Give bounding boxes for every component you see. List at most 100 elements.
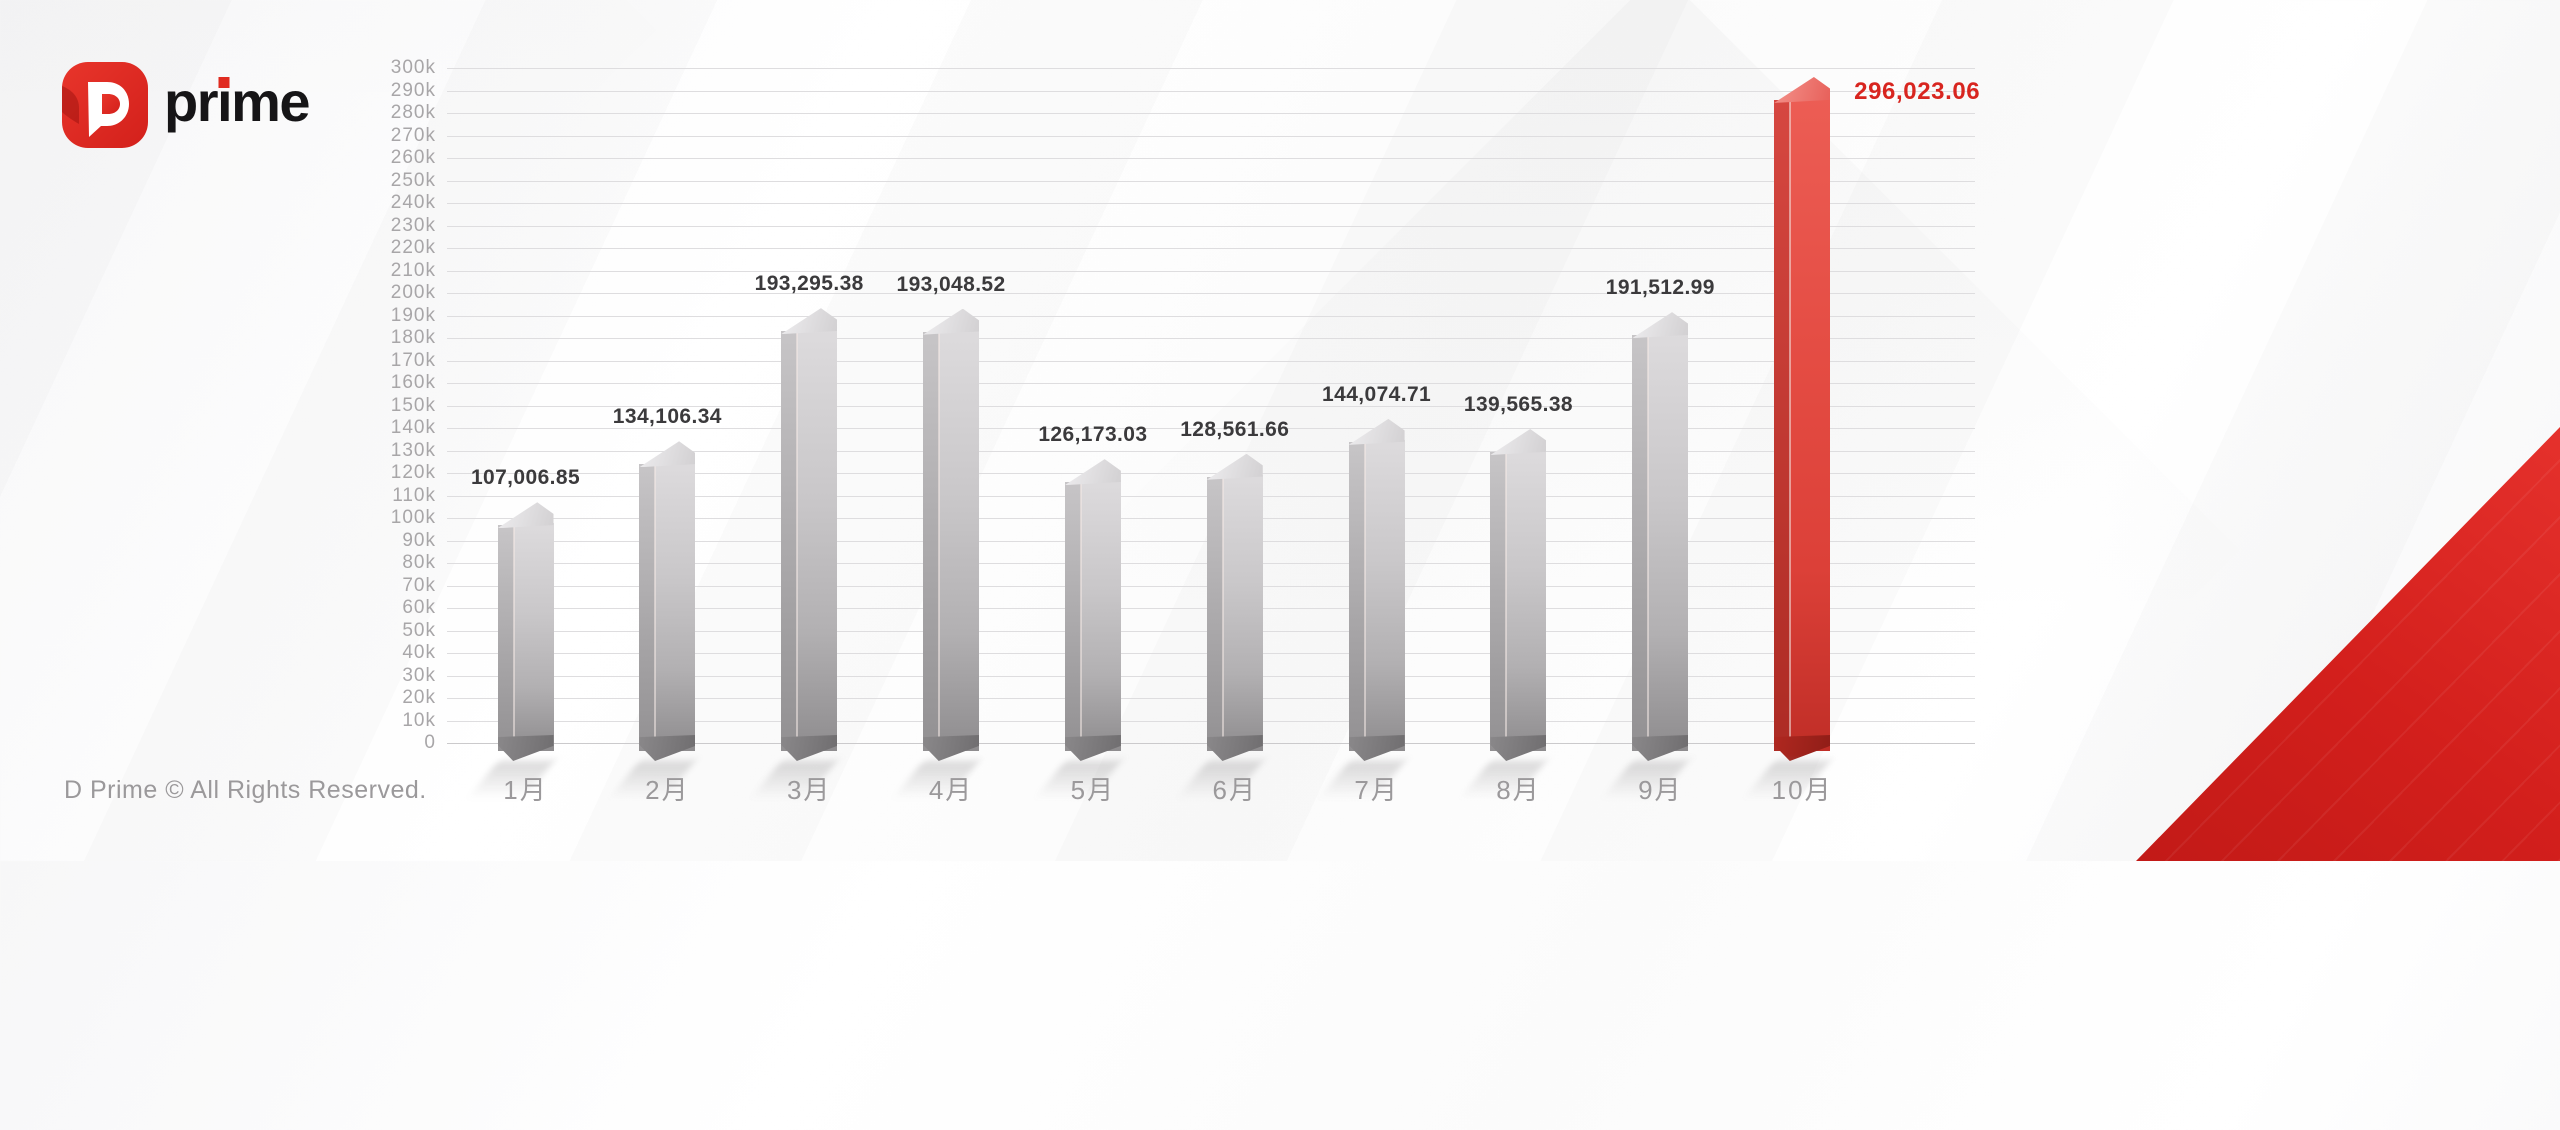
y-axis-tick-label: 230k bbox=[390, 214, 436, 236]
y-axis-tick-label: 10k bbox=[402, 709, 436, 731]
gridline bbox=[447, 360, 1975, 362]
bar-bottom-face bbox=[1064, 734, 1121, 761]
bar-value-label: 126,173.03 bbox=[1038, 423, 1148, 447]
y-axis-tick-label: 110k bbox=[392, 484, 436, 506]
bar-9月 bbox=[1597, 312, 1689, 805]
bar-bottom-face bbox=[497, 734, 554, 761]
gridline bbox=[447, 293, 1975, 294]
bar-left-face bbox=[639, 464, 656, 751]
y-axis-tick-label: 200k bbox=[390, 282, 436, 303]
y-axis-tick-label: 160k bbox=[390, 372, 436, 393]
y-axis-tick-label: 0 bbox=[424, 732, 436, 753]
gridline bbox=[447, 383, 1975, 384]
bar-value-label: 296,023.06 bbox=[1854, 77, 1981, 105]
y-axis-tick-label: 290k bbox=[390, 79, 436, 101]
x-axis-category-label: 9月 bbox=[1638, 775, 1683, 805]
gridline bbox=[447, 338, 1975, 339]
bar-value-label: 134,106.34 bbox=[612, 405, 722, 429]
bar-top-face bbox=[781, 308, 838, 335]
bar-edge-highlight bbox=[938, 331, 941, 751]
y-axis-tick-label: 220k bbox=[390, 237, 436, 258]
bar-front-face bbox=[1080, 480, 1121, 751]
x-axis-category-label: 3月 bbox=[786, 775, 832, 805]
bar-value-label: 193,048.52 bbox=[896, 272, 1006, 296]
bar-bottom-face bbox=[1774, 734, 1831, 761]
bar-bottom-face bbox=[1632, 734, 1689, 761]
y-axis-tick-label: 70k bbox=[402, 574, 436, 596]
gridline bbox=[447, 315, 1975, 317]
gridline bbox=[447, 158, 1975, 159]
y-axis-tick-label: 170k bbox=[390, 349, 436, 371]
gridline bbox=[447, 270, 1975, 272]
bar-value-label: 139,565.38 bbox=[1463, 392, 1573, 416]
bar-top-face bbox=[1632, 312, 1689, 339]
x-axis-category-label: 4月 bbox=[928, 775, 974, 805]
gridline bbox=[447, 473, 1975, 474]
y-axis-tick-label: 120k bbox=[390, 462, 436, 483]
bar-10月 bbox=[1739, 76, 1831, 805]
y-axis-tick-label: 180k bbox=[390, 327, 436, 348]
bar-left-face bbox=[1348, 441, 1365, 751]
gridline bbox=[447, 203, 1975, 204]
y-axis-tick-label: 300k bbox=[390, 57, 436, 78]
y-axis-tick-label: 80k bbox=[402, 552, 436, 573]
y-axis-tick-label: 270k bbox=[390, 124, 436, 146]
gridline bbox=[447, 428, 1975, 429]
y-axis-tick-label: 30k bbox=[402, 664, 436, 686]
bar-value-label: 107,006.85 bbox=[470, 466, 581, 490]
logo-text-post: me bbox=[231, 70, 310, 133]
logo-i-dot bbox=[218, 77, 230, 88]
gridline bbox=[447, 225, 1975, 227]
y-axis-tick-label: 20k bbox=[402, 687, 436, 708]
bar-8月 bbox=[1456, 428, 1547, 805]
bar-left-face bbox=[497, 525, 514, 751]
x-axis-category-label: 6月 bbox=[1212, 775, 1257, 805]
bar-chart: 0 10k 20k 30k 40k 50k 60k 70k 80k 90k 100k 110k 120k… bbox=[390, 57, 1981, 805]
bar-front-face bbox=[1506, 449, 1547, 751]
logo-wordmark: pr ıme bbox=[164, 70, 310, 136]
y-axis-tick-label: 130k bbox=[390, 439, 436, 461]
gridline bbox=[447, 450, 1975, 452]
bar-bottom-face bbox=[1206, 734, 1263, 761]
y-axis-tick-label: 40k bbox=[402, 642, 436, 663]
y-axis-tick-label: 210k bbox=[390, 259, 436, 281]
x-axis-category-label: 7月 bbox=[1354, 775, 1399, 805]
bar-value-label: 191,512.99 bbox=[1605, 276, 1715, 300]
logo-d-mark-icon bbox=[62, 62, 148, 148]
gridline bbox=[447, 180, 1975, 182]
bar-value-label: 193,295.38 bbox=[754, 272, 864, 296]
x-axis-category-label: 5月 bbox=[1070, 775, 1116, 805]
gridline bbox=[447, 68, 1975, 69]
y-axis-tick-label: 150k bbox=[390, 394, 436, 416]
y-axis-tick-label: 250k bbox=[390, 169, 436, 191]
logo-letter-i: ı bbox=[217, 70, 233, 133]
bar-top-face bbox=[1064, 459, 1121, 486]
y-axis-tick-label: 60k bbox=[402, 597, 436, 618]
bar-value-label: 144,074.71 bbox=[1322, 382, 1432, 406]
bar-4月 bbox=[888, 308, 980, 805]
bar-top-face bbox=[497, 502, 554, 529]
bar-edge-highlight bbox=[512, 525, 515, 751]
bar-bottom-face bbox=[1348, 734, 1405, 761]
gridline bbox=[447, 248, 1975, 249]
y-axis-tick-label: 50k bbox=[402, 619, 436, 641]
bar-front-face bbox=[797, 329, 838, 751]
bar-bottom-face bbox=[923, 734, 980, 761]
y-axis-tick-label: 280k bbox=[390, 102, 436, 123]
bar-edge-highlight bbox=[1505, 451, 1508, 751]
bar-edge-highlight bbox=[1363, 441, 1366, 751]
bar-top-face bbox=[1206, 453, 1263, 480]
y-axis-tick-label: 90k bbox=[402, 529, 436, 551]
bar-left-face bbox=[1206, 476, 1223, 751]
bar-5月 bbox=[1030, 459, 1121, 805]
bar-1月 bbox=[463, 502, 554, 805]
bar-value-label: 128,561.66 bbox=[1180, 417, 1290, 441]
bar-left-face bbox=[1774, 99, 1791, 751]
bar-front-face bbox=[939, 329, 980, 751]
bar-front-face bbox=[1790, 97, 1831, 751]
bar-top-face bbox=[1490, 428, 1547, 455]
bar-front-face bbox=[1648, 333, 1689, 751]
bar-top-face bbox=[923, 308, 980, 335]
bar-3月 bbox=[746, 308, 838, 805]
bar-top-face bbox=[639, 441, 696, 468]
